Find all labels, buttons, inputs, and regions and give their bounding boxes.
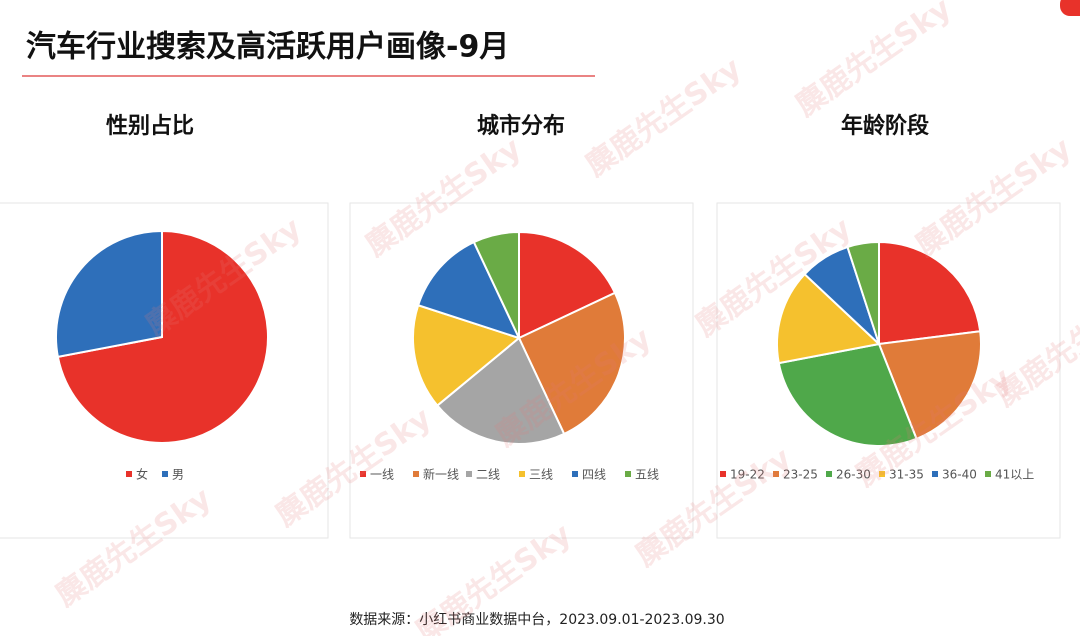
legend-label: 五线 [635, 468, 659, 482]
chart-title: 年龄阶段 [841, 113, 929, 139]
legend-swatch [985, 471, 991, 477]
pie-slice [877, 330, 982, 441]
legend-swatch [720, 471, 726, 477]
pie-slice [878, 240, 982, 346]
legend-swatch [466, 471, 472, 477]
page-title: 汽车行业搜索及高活跃用户画像-9月 [26, 30, 509, 65]
legend-swatch [572, 471, 578, 477]
pie-slice [517, 291, 626, 436]
chart-title: 城市分布 [477, 113, 565, 139]
legend-label: 36-40 [942, 468, 977, 482]
source-note: 数据来源：小红书商业数据中台，2023.09.01-2023.09.30 [349, 612, 724, 628]
legend-label: 二线 [476, 468, 500, 482]
legend-label: 三线 [529, 468, 553, 482]
legend-swatch [360, 471, 366, 477]
legend-swatch [773, 471, 779, 477]
legend-label: 41以上 [995, 468, 1034, 482]
pie-slice [777, 342, 918, 447]
pie-slice [776, 272, 882, 365]
pie-slice [435, 336, 566, 445]
pie-slice [416, 240, 521, 340]
legend-label: 新一线 [423, 467, 459, 482]
legend-swatch [162, 471, 168, 477]
legend-label: 四线 [582, 468, 606, 482]
legend-swatch [879, 471, 885, 477]
legend-label: 男 [172, 468, 184, 482]
legend-label: 23-25 [783, 468, 818, 482]
pie-slice [846, 240, 880, 345]
pie-slice [472, 230, 520, 339]
legend-label: 31-35 [889, 468, 924, 482]
corner-icon [1060, 0, 1080, 16]
legend-label: 一线 [370, 468, 394, 482]
chart-title: 性别占比 [106, 114, 194, 139]
legend-swatch [413, 471, 419, 477]
legend-swatch [932, 471, 938, 477]
legend-swatch [625, 471, 631, 477]
legend-swatch [126, 471, 132, 477]
legend-swatch [826, 471, 832, 477]
pie-slice [55, 229, 163, 359]
legend-label: 26-30 [836, 468, 871, 482]
legend-swatch [519, 471, 525, 477]
pie-slice [518, 230, 617, 340]
legend-label: 女 [136, 467, 148, 482]
legend-label: 19-22 [730, 468, 765, 482]
